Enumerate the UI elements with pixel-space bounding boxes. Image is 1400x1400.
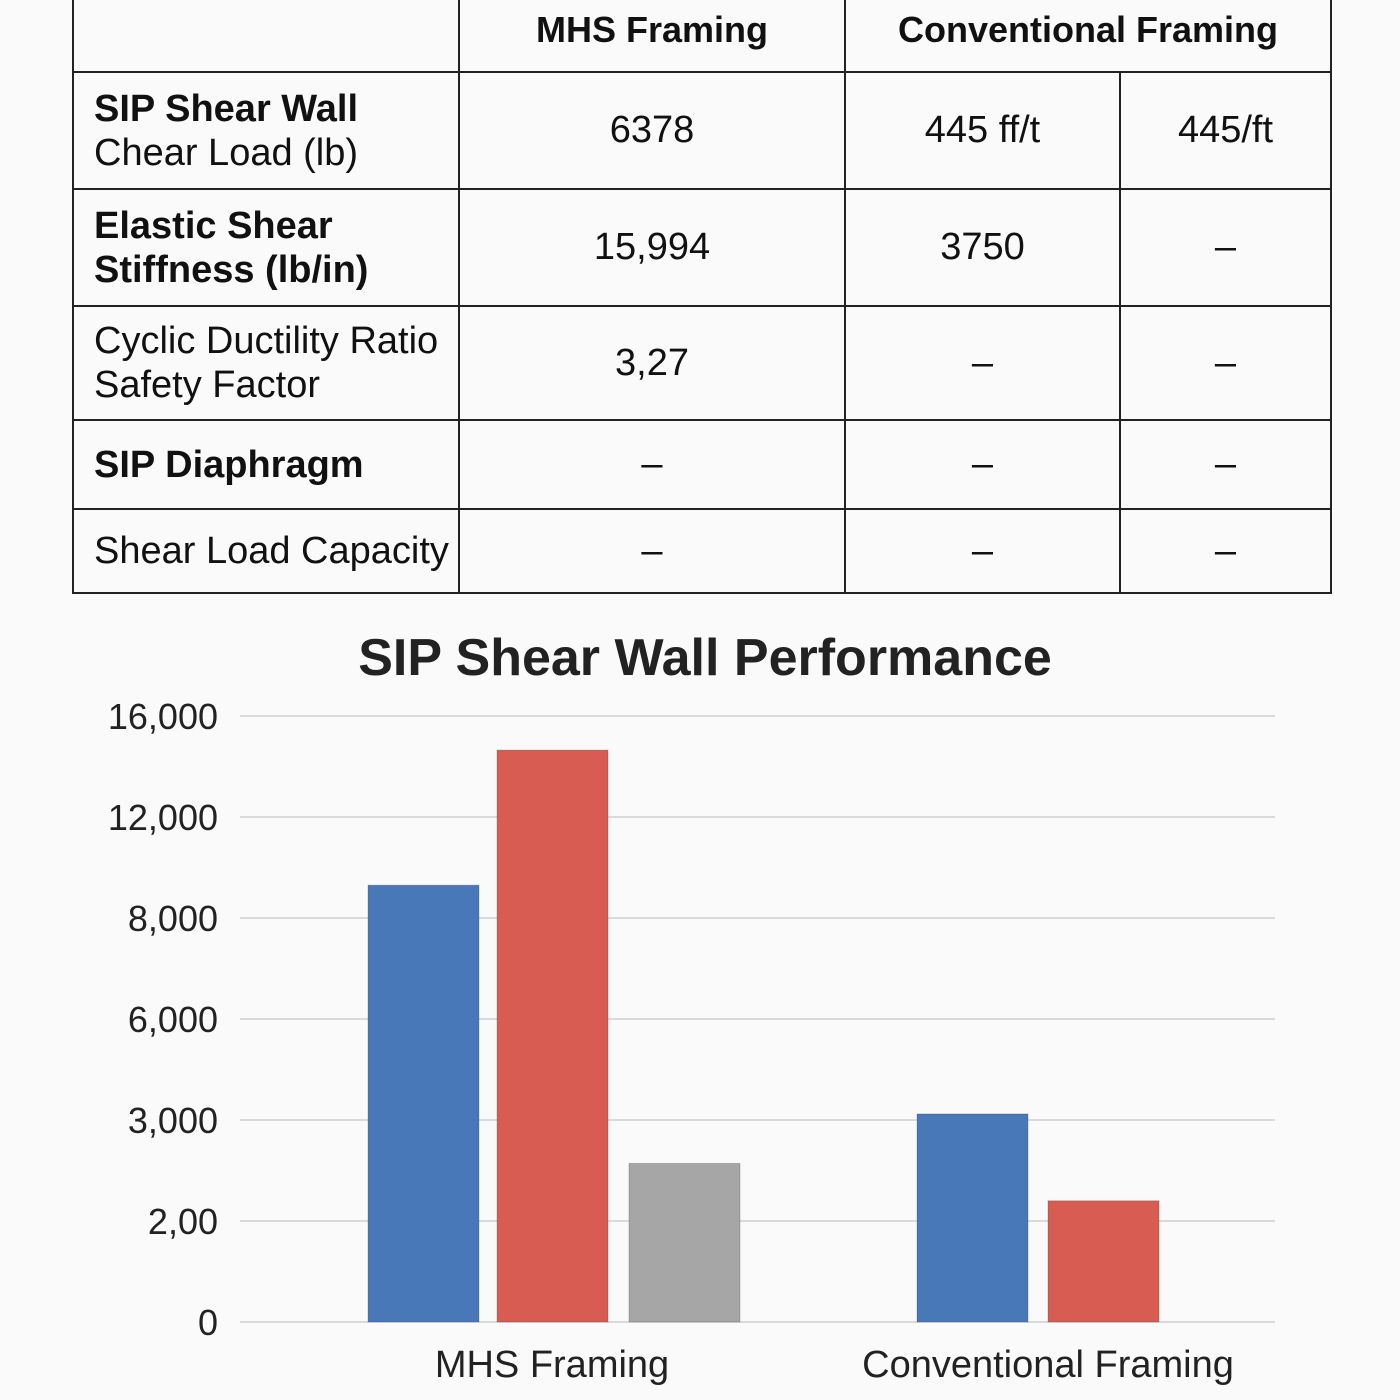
y-tick-label: 12,000 <box>108 797 218 838</box>
row-label: SIP Diaphragm <box>72 419 460 510</box>
row-label: Cyclic Ductility Ratio Safety Factor <box>72 305 460 421</box>
table-cell: – <box>458 508 846 594</box>
table-row: SIP Diaphragm – – – <box>72 419 1332 510</box>
row-label-bold: Elastic Shear Stiffness (lb/in) <box>94 204 369 291</box>
bar-0-1 <box>496 749 609 1323</box>
table-header-row: MHS Framing Conventional Framing <box>72 0 1332 73</box>
bar-1-0 <box>916 1113 1029 1323</box>
comparison-table: MHS Framing Conventional Framing SIP She… <box>72 0 1332 594</box>
header-empty <box>72 0 460 73</box>
row-label-bold: SIP Shear Wall <box>94 87 358 130</box>
y-tick-label: 2,00 <box>148 1201 218 1242</box>
bar-0-2 <box>628 1162 741 1323</box>
table-cell: – <box>1119 305 1332 421</box>
y-tick-label: 3,000 <box>128 1100 218 1141</box>
table-cell: – <box>844 419 1121 510</box>
table-cell: – <box>1119 188 1332 307</box>
chart-title: SIP Shear Wall Performance <box>358 629 1052 687</box>
header-conventional: Conventional Framing <box>844 0 1332 73</box>
table-row: SIP Shear Wall Chear Load (lb) 6378 445 ff/… <box>72 71 1332 190</box>
table-cell: – <box>458 419 846 510</box>
y-tick-label: 8,000 <box>128 898 218 939</box>
bar-1-1 <box>1047 1200 1160 1323</box>
table-cell: 445/ft <box>1119 71 1332 190</box>
table-cell: 6378 <box>458 71 846 190</box>
row-label: SIP Shear Wall Chear Load (lb) <box>72 71 460 190</box>
table-cell: – <box>1119 508 1332 594</box>
table-cell: – <box>844 508 1121 594</box>
table-cell: – <box>1119 419 1332 510</box>
y-tick-label: 6,000 <box>128 999 218 1040</box>
table-row: Cyclic Ductility Ratio Safety Factor 3,27… <box>72 305 1332 421</box>
bar-0-0 <box>367 884 480 1323</box>
header-mhs: MHS Framing <box>458 0 846 73</box>
y-tick-label: 0 <box>198 1302 218 1343</box>
table-row: Shear Load Capacity – – – <box>72 508 1332 594</box>
table-cell: 445 ff/t <box>844 71 1121 190</box>
row-label: Shear Load Capacity <box>72 508 460 594</box>
row-label-bold: SIP Diaphragm <box>94 443 364 486</box>
row-label-text: Cyclic Ductility Ratio Safety Factor <box>94 320 439 406</box>
x-category-label: MHS Framing <box>435 1344 669 1386</box>
table-cell: 3750 <box>844 188 1121 307</box>
row-label-text: Chear Load (lb) <box>94 131 359 174</box>
x-category-label: Conventional Framing <box>862 1344 1234 1386</box>
table-cell: 15,994 <box>458 188 846 307</box>
table-cell: 3,27 <box>458 305 846 421</box>
y-tick-label: 16,000 <box>108 696 218 737</box>
row-label-text: Shear Load Capacity <box>94 530 449 572</box>
row-label: Elastic Shear Stiffness (lb/in) <box>72 188 460 307</box>
table-row: Elastic Shear Stiffness (lb/in) 15,994 375… <box>72 188 1332 307</box>
table-cell: – <box>844 305 1121 421</box>
